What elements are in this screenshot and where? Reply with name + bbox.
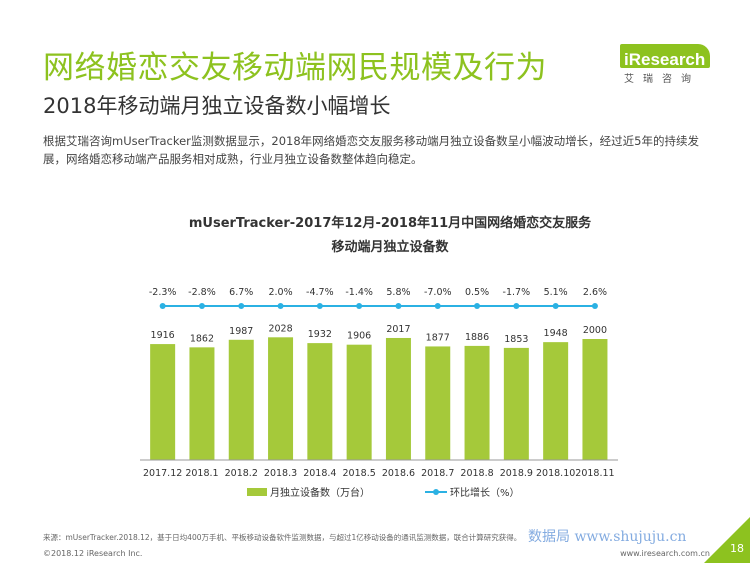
watermark: 数据局 www.shujuju.cn bbox=[528, 529, 687, 545]
growth-point bbox=[591, 303, 598, 309]
bar-value-label: 1948 bbox=[544, 328, 568, 339]
x-tick-label: 2018.4 bbox=[303, 468, 336, 479]
legend: 月独立设备数（万台） 环比增长（%） bbox=[247, 486, 520, 499]
legend-bar-label: 月独立设备数（万台） bbox=[270, 486, 370, 499]
copyright: ©2018.12 iResearch Inc. bbox=[43, 549, 143, 558]
growth-value-label: 2.6% bbox=[583, 287, 607, 298]
bar-value-label: 1853 bbox=[504, 334, 528, 345]
x-tick-label: 2018.5 bbox=[343, 468, 376, 479]
bar-value-label: 1916 bbox=[151, 330, 175, 341]
growth-point bbox=[395, 303, 402, 309]
legend-line-marker bbox=[433, 489, 439, 495]
chart-title-line-1: mUserTracker-2017年12月-2018年11月中国网络婚恋交友服务 bbox=[189, 215, 592, 231]
bar bbox=[150, 344, 176, 460]
bar-value-label: 1886 bbox=[465, 332, 489, 343]
logo-cn-text: 艾瑞咨询 bbox=[624, 74, 700, 85]
growth-value-label: -1.7% bbox=[503, 287, 531, 298]
bar bbox=[464, 345, 490, 460]
growth-value-label: -2.3% bbox=[149, 287, 177, 298]
growth-point bbox=[552, 303, 559, 309]
bar-value-label: 2028 bbox=[268, 323, 292, 334]
growth-line-layer: -2.3% -2.8% 6.7% 2.0% -4.7% -1.4% 5.8% -7.0% 0.5… bbox=[149, 287, 607, 309]
bar bbox=[189, 347, 215, 460]
x-tick-label: 2018.1 bbox=[185, 468, 218, 479]
x-tick-label: 2018.11 bbox=[575, 468, 614, 479]
x-tick-label: 2018.3 bbox=[264, 468, 297, 479]
page-subtitle: 2018年移动端月独立设备数小幅增长 bbox=[43, 94, 391, 118]
growth-value-label: -7.0% bbox=[424, 287, 452, 298]
bar bbox=[228, 339, 254, 460]
legend-bar-swatch bbox=[247, 488, 267, 496]
page-title: 网络婚恋交友移动端网民规模及行为 bbox=[43, 50, 547, 86]
bar-value-label: 1906 bbox=[347, 331, 371, 342]
bar-value-label: 2017 bbox=[386, 324, 410, 335]
chart: mUserTracker-2017年12月-2018年11月中国网络婚恋交友服务… bbox=[140, 215, 618, 499]
description-paragraph: 根据艾瑞咨询mUserTracker监测数据显示，2018年网络婚恋交友服务移动… bbox=[43, 134, 699, 166]
legend-line-label: 环比增长（%） bbox=[450, 486, 520, 499]
growth-point bbox=[356, 303, 363, 309]
growth-value-label: 0.5% bbox=[465, 287, 489, 298]
source-note: 来源：mUserTracker.2018.12，基于日均400万手机、平板移动设… bbox=[43, 533, 522, 542]
bar bbox=[503, 347, 529, 460]
bar-value-label: 1987 bbox=[229, 326, 253, 337]
growth-value-label: 5.1% bbox=[544, 287, 568, 298]
logo-text: iResearch bbox=[624, 50, 706, 69]
x-tick-label: 2017.12 bbox=[143, 468, 182, 479]
bars-layer: 1916 1862 1987 2028 1932 1906 2017 1877 1886 1853… bbox=[150, 323, 608, 460]
growth-value-label: -2.8% bbox=[188, 287, 216, 298]
page-number: 18 bbox=[730, 542, 744, 555]
x-tick-label: 2018.8 bbox=[460, 468, 493, 479]
logo-badge: iResearch bbox=[620, 44, 710, 69]
growth-point bbox=[474, 303, 481, 309]
growth-point bbox=[434, 303, 441, 309]
growth-value-label: -4.7% bbox=[306, 287, 334, 298]
bar-value-label: 2000 bbox=[583, 325, 607, 336]
bar bbox=[307, 343, 333, 460]
growth-value-label: 5.8% bbox=[386, 287, 410, 298]
site-url: www.iresearch.com.cn bbox=[620, 549, 710, 558]
x-tick-label: 2018.7 bbox=[421, 468, 454, 479]
bar-value-label: 1862 bbox=[190, 333, 214, 344]
x-tick-label: 2018.2 bbox=[225, 468, 258, 479]
x-tick-label: 2018.9 bbox=[500, 468, 533, 479]
growth-point bbox=[316, 303, 323, 309]
growth-value-label: -1.4% bbox=[345, 287, 373, 298]
x-tick-label: 2018.10 bbox=[536, 468, 575, 479]
bar-value-label: 1877 bbox=[426, 332, 450, 343]
x-axis-labels: 2017.12 2018.1 2018.2 2018.3 2018.4 2018.5 201… bbox=[143, 468, 615, 479]
corner-decoration bbox=[704, 517, 750, 563]
growth-value-label: 2.0% bbox=[268, 287, 292, 298]
bar bbox=[543, 342, 569, 460]
growth-point bbox=[513, 303, 520, 309]
bar bbox=[346, 344, 372, 460]
growth-point bbox=[277, 303, 284, 309]
iresearch-logo: iResearch 艾瑞咨询 bbox=[620, 40, 716, 86]
bar-value-label: 1932 bbox=[308, 329, 332, 340]
growth-value-label: 6.7% bbox=[229, 287, 253, 298]
chart-title-line-2: 移动端月独立设备数 bbox=[331, 239, 449, 255]
growth-point bbox=[198, 303, 205, 309]
bar bbox=[425, 346, 451, 460]
bar bbox=[582, 339, 608, 460]
x-tick-label: 2018.6 bbox=[382, 468, 415, 479]
bar bbox=[268, 337, 294, 460]
growth-point bbox=[238, 303, 245, 309]
bar bbox=[385, 337, 411, 460]
growth-point bbox=[159, 303, 166, 309]
